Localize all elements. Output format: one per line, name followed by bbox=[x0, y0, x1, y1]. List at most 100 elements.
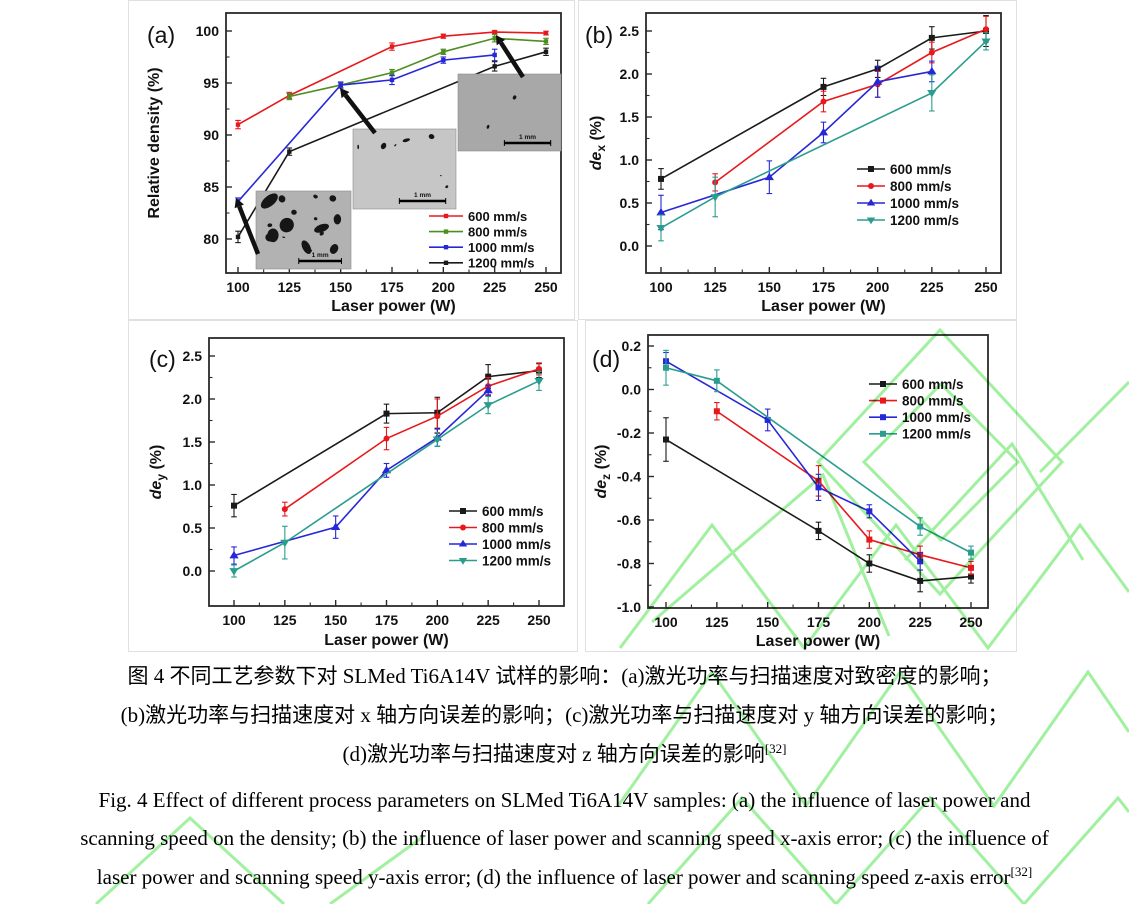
svg-text:1.0: 1.0 bbox=[183, 477, 203, 493]
svg-text:100: 100 bbox=[222, 612, 246, 628]
x-axis-label: Laser power (W) bbox=[324, 632, 448, 649]
svg-text:800 mm/s: 800 mm/s bbox=[902, 393, 964, 408]
svg-text:80: 80 bbox=[203, 231, 219, 247]
caption-zh-line1: 图 4 不同工艺参数下对 SLMed Ti6A14V 试样的影响：(a)激光功率… bbox=[0, 660, 1129, 690]
citation-ref-zh: [32] bbox=[764, 741, 787, 756]
svg-text:-0.8: -0.8 bbox=[617, 556, 641, 572]
panel-label: (c) bbox=[149, 346, 176, 372]
svg-text:2.0: 2.0 bbox=[620, 66, 640, 82]
micrograph-inset: 1 mm bbox=[352, 128, 457, 210]
svg-text:1 mm: 1 mm bbox=[312, 252, 329, 259]
x-axis-label: Laser power (W) bbox=[756, 633, 880, 650]
svg-text:125: 125 bbox=[273, 612, 297, 628]
svg-text:1.5: 1.5 bbox=[183, 434, 203, 450]
svg-text:250: 250 bbox=[527, 612, 551, 628]
svg-text:800 mm/s: 800 mm/s bbox=[482, 520, 544, 535]
svg-text:200: 200 bbox=[866, 279, 890, 295]
svg-text:1200 mm/s: 1200 mm/s bbox=[468, 256, 535, 271]
y-axis-label: dey (%) bbox=[148, 445, 168, 500]
svg-text:-0.2: -0.2 bbox=[617, 425, 641, 441]
svg-text:1000 mm/s: 1000 mm/s bbox=[902, 410, 971, 425]
axes: 100 125 150 175 200 225 250 80 85 90 95 100 Laser po… bbox=[146, 23, 558, 315]
caption-en-line2: scanning speed on the density; (b) the i… bbox=[0, 826, 1129, 851]
svg-text:225: 225 bbox=[908, 614, 932, 630]
axes: 100 125 150 175 200 225 250 0.0 0.5 1.0 1.5 2.0 2.5 L… bbox=[588, 23, 998, 315]
svg-text:800 mm/s: 800 mm/s bbox=[890, 179, 952, 194]
y-axis-label: Relative density (%) bbox=[146, 67, 163, 218]
citation-ref-en: [32] bbox=[1010, 864, 1033, 879]
caption-zh-line3: (d)激光功率与扫描速度对 z 轴方向误差的影响[32] bbox=[0, 738, 1129, 768]
annotation-arrow bbox=[340, 88, 377, 135]
svg-text:225: 225 bbox=[483, 279, 507, 295]
series-1200 bbox=[229, 370, 544, 578]
svg-text:2.5: 2.5 bbox=[183, 348, 203, 364]
svg-text:150: 150 bbox=[329, 279, 353, 295]
y-axis-label: dex (%) bbox=[588, 116, 608, 171]
svg-text:1200 mm/s: 1200 mm/s bbox=[902, 427, 971, 442]
svg-text:600 mm/s: 600 mm/s bbox=[890, 162, 952, 177]
svg-text:0.0: 0.0 bbox=[620, 238, 640, 254]
series-1200 bbox=[656, 32, 991, 242]
caption-zh-line3-text: (d)激光功率与扫描速度对 z 轴方向误差的影响 bbox=[342, 742, 765, 766]
chart-b-dex: 100 125 150 175 200 225 250 0.0 0.5 1.0 1.5 2.0 2.5 L… bbox=[578, 0, 1017, 320]
caption-zh-line2-text: (b)激光功率与扫描速度对 x 轴方向误差的影响；(c)激光功率与扫描速度对 y… bbox=[120, 703, 1009, 727]
svg-text:800 mm/s: 800 mm/s bbox=[468, 224, 527, 239]
micrograph-inset: 1 mm bbox=[457, 73, 562, 152]
chart-d-dez: 100 125 150 175 200 225 250 0.2 0.0 -0.2 -0.4 -0.6 -… bbox=[585, 320, 1017, 652]
x-axis-label: Laser power (W) bbox=[761, 298, 885, 315]
svg-text:1.5: 1.5 bbox=[620, 109, 640, 125]
svg-text:100: 100 bbox=[649, 279, 673, 295]
micrograph-inset: 1 mm bbox=[255, 190, 352, 270]
svg-text:600 mm/s: 600 mm/s bbox=[482, 504, 544, 519]
annotation-arrow bbox=[496, 35, 525, 79]
svg-text:200: 200 bbox=[426, 612, 450, 628]
svg-text:600 mm/s: 600 mm/s bbox=[468, 209, 527, 224]
svg-text:2.5: 2.5 bbox=[620, 23, 640, 39]
svg-text:-0.4: -0.4 bbox=[617, 469, 641, 485]
svg-text:0.5: 0.5 bbox=[620, 195, 640, 211]
svg-text:0.5: 0.5 bbox=[183, 520, 203, 536]
svg-text:90: 90 bbox=[203, 127, 219, 143]
svg-text:1 mm: 1 mm bbox=[414, 192, 431, 199]
svg-text:125: 125 bbox=[705, 614, 729, 630]
caption-en-line3-text: laser power and scanning speed y-axis er… bbox=[96, 865, 1011, 889]
svg-text:85: 85 bbox=[203, 179, 219, 195]
svg-text:1000 mm/s: 1000 mm/s bbox=[468, 240, 535, 255]
svg-text:1200 mm/s: 1200 mm/s bbox=[482, 553, 551, 568]
legend: 600 mm/s 800 mm/s 1000 mm/s 1200 mm/s bbox=[857, 162, 959, 228]
svg-text:125: 125 bbox=[703, 279, 727, 295]
svg-text:1000 mm/s: 1000 mm/s bbox=[482, 537, 551, 552]
svg-text:200: 200 bbox=[432, 279, 456, 295]
caption-zh-line2: (b)激光功率与扫描速度对 x 轴方向误差的影响；(c)激光功率与扫描速度对 y… bbox=[0, 699, 1129, 729]
svg-text:1.0: 1.0 bbox=[620, 152, 640, 168]
svg-text:175: 175 bbox=[380, 279, 404, 295]
svg-text:0.0: 0.0 bbox=[183, 563, 203, 579]
svg-text:125: 125 bbox=[278, 279, 302, 295]
svg-text:1200 mm/s: 1200 mm/s bbox=[890, 213, 959, 228]
chart-c-dey: 100 125 150 175 200 225 250 0.0 0.5 1.0 1.5 2.0 2.5 L… bbox=[128, 320, 578, 652]
panel-label: (b) bbox=[585, 22, 613, 48]
svg-text:-1.0: -1.0 bbox=[617, 599, 641, 615]
axes: 100 125 150 175 200 225 250 0.0 0.5 1.0 1.5 2.0 2.5 L… bbox=[148, 348, 551, 649]
svg-text:1000 mm/s: 1000 mm/s bbox=[890, 196, 959, 211]
svg-text:95: 95 bbox=[203, 75, 219, 91]
svg-text:150: 150 bbox=[758, 279, 782, 295]
svg-text:225: 225 bbox=[476, 612, 500, 628]
svg-text:175: 175 bbox=[807, 614, 831, 630]
caption-en-line2-text: scanning speed on the density; (b) the i… bbox=[80, 826, 1049, 850]
svg-text:-0.6: -0.6 bbox=[617, 512, 641, 528]
annotation-arrow bbox=[234, 198, 261, 255]
svg-text:200: 200 bbox=[858, 614, 882, 630]
caption-en-line1-text: Fig. 4 Effect of different process param… bbox=[98, 788, 1031, 812]
svg-text:100: 100 bbox=[654, 614, 678, 630]
svg-text:100: 100 bbox=[226, 279, 250, 295]
svg-text:225: 225 bbox=[920, 279, 944, 295]
svg-text:250: 250 bbox=[959, 614, 983, 630]
svg-text:2.0: 2.0 bbox=[183, 391, 203, 407]
svg-text:175: 175 bbox=[375, 612, 399, 628]
caption-en-line1: Fig. 4 Effect of different process param… bbox=[0, 788, 1129, 813]
panel-label: (a) bbox=[147, 22, 175, 48]
